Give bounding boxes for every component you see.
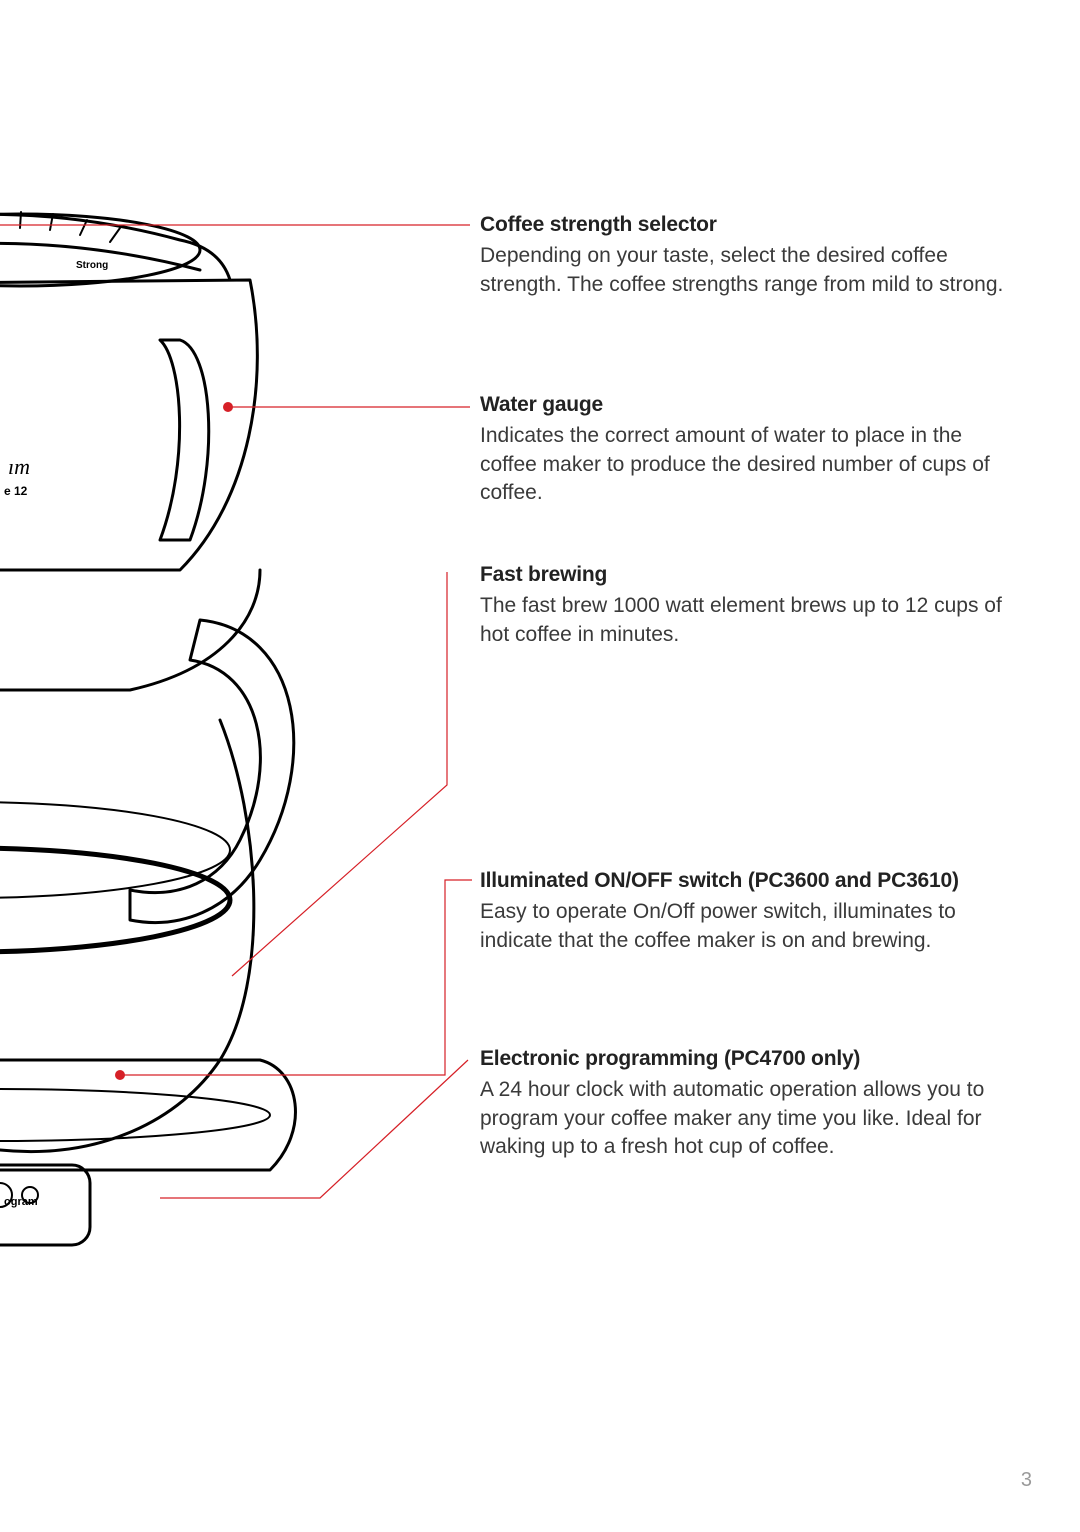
feature-body: Depending on your taste, select the desi… bbox=[480, 242, 1020, 299]
feature-body: A 24 hour clock with automatic operation… bbox=[480, 1076, 1020, 1161]
feature-title: Illuminated ON/OFF switch (PC3600 and PC… bbox=[480, 868, 1020, 894]
brand-text-fragment: ım bbox=[8, 454, 30, 480]
cups-text-fragment: e 12 bbox=[4, 484, 27, 498]
feature-onoff-switch: Illuminated ON/OFF switch (PC3600 and PC… bbox=[480, 868, 1020, 955]
feature-body: Easy to operate On/Off power switch, ill… bbox=[480, 898, 1020, 955]
feature-body: Indicates the correct amount of water to… bbox=[480, 422, 1020, 507]
feature-electronic-programming: Electronic programming (PC4700 only) A 2… bbox=[480, 1046, 1020, 1161]
coffee-maker-illustration: Strong ım e 12 ogram bbox=[0, 0, 480, 1532]
feature-title: Water gauge bbox=[480, 392, 1020, 418]
feature-water-gauge: Water gauge Indicates the correct amount… bbox=[480, 392, 1020, 507]
page-number: 3 bbox=[1021, 1469, 1032, 1492]
feature-strength: Coffee strength selector Depending on yo… bbox=[480, 212, 1020, 299]
feature-title: Coffee strength selector bbox=[480, 212, 1020, 238]
feature-title: Electronic programming (PC4700 only) bbox=[480, 1046, 1020, 1072]
manual-page: Strong ım e 12 ogram Coffee strength sel… bbox=[0, 0, 1080, 1532]
feature-body: The fast brew 1000 watt element brews up… bbox=[480, 592, 1020, 649]
dial-label-strong: Strong bbox=[76, 260, 108, 271]
feature-title: Fast brewing bbox=[480, 562, 1020, 588]
coffee-maker-svg bbox=[0, 200, 480, 1400]
feature-fast-brewing: Fast brewing The fast brew 1000 watt ele… bbox=[480, 562, 1020, 649]
program-text-fragment: ogram bbox=[4, 1196, 38, 1208]
